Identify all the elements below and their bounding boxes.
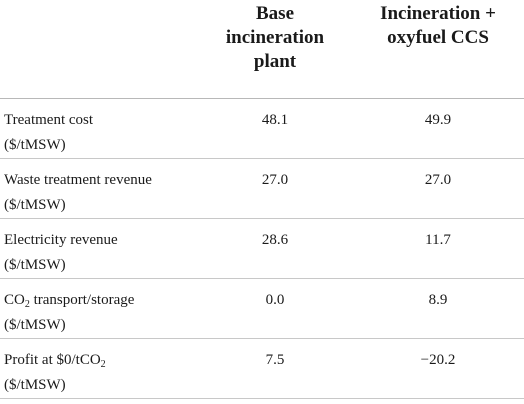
table-row-electricity-revenue: Electricity revenue ($/tMSW) 28.6 11.7	[0, 219, 524, 279]
row-label-line: Treatment cost	[4, 112, 94, 128]
row-label: Electricity revenue ($/tMSW)	[4, 228, 118, 278]
column-header-line: Base	[256, 3, 294, 24]
row-label: Profit at $0/tCO2 ($/tMSW)	[4, 348, 106, 398]
cell-base-plant: 27.0	[261, 172, 289, 188]
row-label-subscript: 2	[100, 359, 106, 370]
row-label-unit: ($/tMSW)	[4, 377, 66, 393]
row-label-line: Electricity revenue	[4, 232, 118, 248]
table-row-profit: Profit at $0/tCO2 ($/tMSW) 7.5 −20.2	[0, 339, 524, 399]
table-row-waste-treatment-revenue: Waste treatment revenue ($/tMSW) 27.0 27…	[0, 159, 524, 219]
cell-oxyfuel-ccs: 49.9	[424, 112, 452, 128]
cell-oxyfuel-ccs: 27.0	[424, 172, 452, 188]
column-header-line: Incineration +	[380, 3, 496, 24]
column-header-oxyfuel-ccs: Incineration + oxyfuel CCS	[352, 2, 524, 50]
row-label-unit: ($/tMSW)	[4, 197, 66, 213]
row-label-subscript: 2	[24, 299, 30, 310]
cell-oxyfuel-ccs: −20.2	[420, 352, 456, 368]
row-label-text: transport/storage	[29, 292, 135, 308]
cell-base-plant: 28.6	[261, 232, 289, 248]
row-label-unit: ($/tMSW)	[4, 317, 66, 333]
row-label-line: Waste treatment revenue	[4, 172, 152, 188]
row-label: CO2 transport/storage ($/tMSW)	[4, 288, 134, 338]
row-label: Treatment cost ($/tMSW)	[4, 108, 93, 158]
row-label-line: Profit at $0/tCO2	[4, 348, 106, 373]
row-label-unit: ($/tMSW)	[4, 137, 66, 153]
cell-oxyfuel-ccs: 11.7	[425, 232, 451, 248]
row-label: Waste treatment revenue ($/tMSW)	[4, 168, 152, 218]
cell-base-plant: 48.1	[261, 112, 289, 128]
cell-base-plant: 7.5	[265, 352, 285, 368]
table-row-co2-transport-storage: CO2 transport/storage ($/tMSW) 0.0 8.9	[0, 279, 524, 339]
row-label-unit: ($/tMSW)	[4, 257, 66, 273]
cell-base-plant: 0.0	[265, 292, 285, 308]
table-header: Base incineration plant Incineration + o…	[0, 0, 524, 99]
row-label-text: CO	[4, 292, 25, 308]
cell-oxyfuel-ccs: 8.9	[428, 292, 448, 308]
column-header-line: oxyfuel CCS	[387, 27, 489, 48]
column-header-line: plant	[253, 51, 297, 72]
row-label-text: Profit at $0/tCO	[4, 352, 101, 368]
table-row-treatment-cost: Treatment cost ($/tMSW) 48.1 49.9	[0, 99, 524, 159]
row-label-line: CO2 transport/storage	[4, 288, 134, 313]
column-header-line: incineration	[225, 27, 325, 48]
column-header-base-plant: Base incineration plant	[210, 2, 340, 74]
